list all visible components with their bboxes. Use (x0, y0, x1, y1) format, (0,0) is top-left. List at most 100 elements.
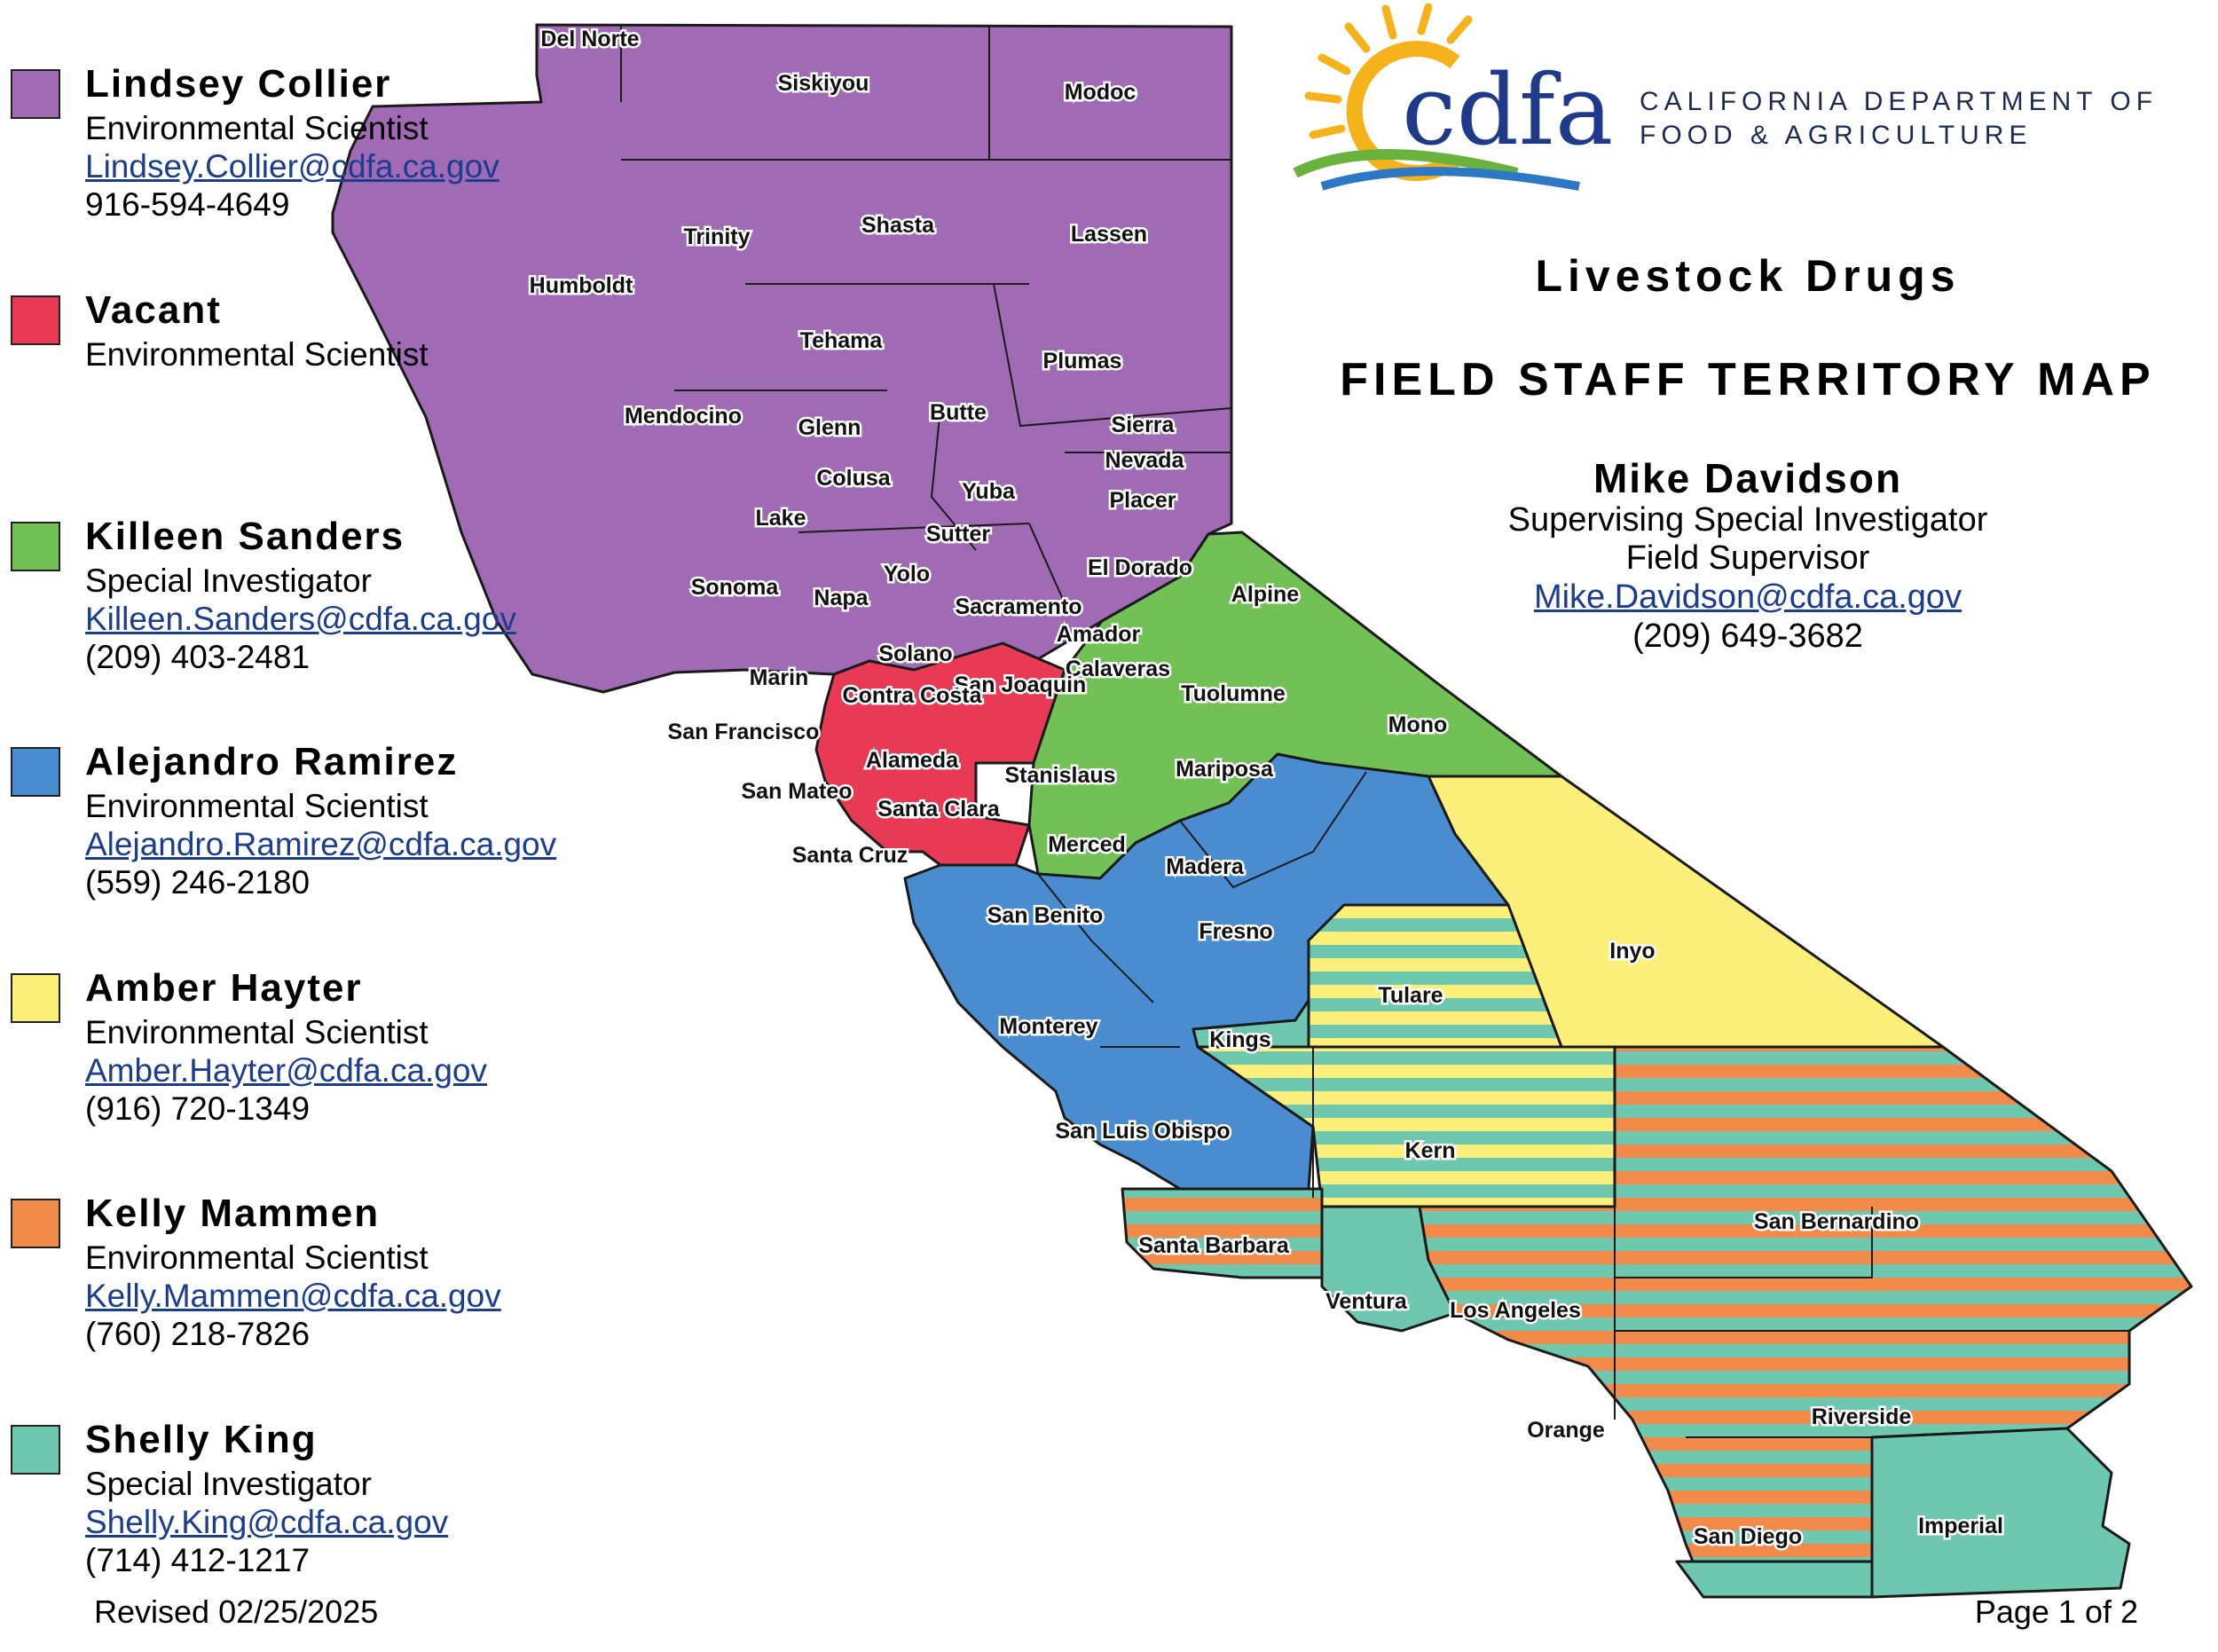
county-shasta: Shasta (861, 213, 935, 238)
county-humboldt: Humboldt (530, 273, 633, 298)
supervisor-email-wrapper: Mike.Davidson@cdfa.ca.gov (1278, 578, 2218, 617)
county-el-dorado: El Dorado (1088, 555, 1192, 580)
county-plumas: Plumas (1043, 349, 1122, 374)
staff-name: Kelly Mammen (85, 1192, 381, 1235)
county-imperial: Imperial (1918, 1514, 2003, 1538)
county-orange: Orange (1527, 1418, 1605, 1443)
county-alpine: Alpine (1231, 582, 1299, 607)
county-alameda: Alameda (866, 748, 959, 773)
county-colusa: Colusa (816, 466, 891, 491)
county-marin: Marin (750, 665, 809, 690)
county-tulare: Tulare (1378, 983, 1443, 1008)
supervisor-name: Mike Davidson (1593, 455, 1903, 501)
staff-email-link[interactable]: Amber.Hayter@cdfa.ca.gov (85, 1052, 487, 1089)
staff-phone: (760) 218-7826 (85, 1316, 311, 1352)
staff-name: Alejandro Ramirez (85, 740, 459, 783)
county-ventura: Ventura (1325, 1289, 1408, 1314)
staff-role: Environmental Scientist (85, 788, 429, 824)
region-san-diego-coast (1675, 1560, 1874, 1599)
county-yuba: Yuba (962, 479, 1016, 504)
staff-email-link[interactable]: Killeen.Sanders@cdfa.ca.gov (85, 601, 516, 637)
county-san-bernardino: San Bernardino (1754, 1209, 1919, 1234)
staff-phone: 916-594-4649 (85, 186, 290, 223)
county-monterey: Monterey (999, 1014, 1097, 1039)
county-san-luis-obispo: San Luis Obispo (1055, 1119, 1230, 1144)
county-riverside: Riverside (1812, 1404, 1912, 1429)
staff-name: Killeen Sanders (85, 515, 405, 558)
county-mendocino: Mendocino (625, 404, 742, 429)
map-title: FIELD STAFF TERRITORY MAP (1340, 354, 2156, 405)
supervisor-phone: (209) 649-3682 (1632, 618, 1863, 655)
staff-email-link[interactable]: Lindsey.Collier@cdfa.ca.gov (85, 148, 499, 185)
revised-date: Revised 02/25/2025 (94, 1593, 379, 1630)
staff-name: Shelly King (85, 1418, 318, 1461)
county-tehama: Tehama (800, 328, 884, 353)
cdfa-sun-logo-icon (1293, 3, 1580, 191)
county-kern: Kern (1405, 1138, 1456, 1163)
staff-role: Environmental Scientist (85, 336, 429, 373)
county-santa-clara: Santa Clara (877, 797, 1001, 822)
staff-email-link[interactable]: Alejandro.Ramirez@cdfa.ca.gov (85, 826, 557, 862)
county-fresno: Fresno (1199, 919, 1272, 944)
color-swatch (11, 1199, 60, 1248)
agency-name-line2: FOOD & AGRICULTURE (1640, 121, 2033, 150)
color-swatch (11, 747, 60, 797)
staff-phone: (209) 403-2481 (85, 639, 311, 675)
staff-name: Vacant (85, 288, 222, 332)
county-del-norte: Del Norte (540, 27, 639, 51)
county-san-mateo: San Mateo (741, 779, 852, 804)
staff-name: Amber Hayter (85, 966, 363, 1010)
supervisor-email-link[interactable]: Mike.Davidson@cdfa.ca.gov (1533, 578, 1962, 616)
color-swatch (11, 973, 60, 1023)
county-san-francisco: San Francisco (668, 720, 820, 744)
staff-role: Environmental Scientist (85, 110, 429, 146)
county-kings: Kings (1209, 1027, 1270, 1052)
county-napa: Napa (814, 586, 869, 610)
county-yolo: Yolo (884, 562, 930, 586)
staff-email-link[interactable]: Shelly.King@cdfa.ca.gov (85, 1504, 449, 1540)
county-sacramento: Sacramento (955, 594, 1081, 619)
staff-role: Special Investigator (85, 1466, 372, 1502)
county-san-diego: San Diego (1694, 1524, 1802, 1549)
county-stanislaus: Stanislaus (1004, 763, 1115, 788)
staff-legend: Lindsey Collier Environmental Scientist … (0, 0, 621, 1652)
county-siskiyou: Siskiyou (778, 71, 869, 96)
program-title: Livestock Drugs (1535, 251, 1961, 301)
county-los-angeles: Los Angeles (1450, 1298, 1581, 1323)
county-sonoma: Sonoma (691, 575, 780, 600)
county-madera: Madera (1166, 854, 1245, 879)
region-imperial (1870, 1427, 2131, 1599)
staff-role: Environmental Scientist (85, 1239, 429, 1276)
county-amador: Amador (1057, 622, 1141, 647)
county-santa-cruz: Santa Cruz (792, 843, 908, 868)
county-sierra: Sierra (1112, 413, 1176, 437)
agency-name: CALIFORNIA DEPARTMENT OF FOOD & AGRICULT… (1640, 85, 2158, 153)
color-swatch (11, 522, 60, 571)
county-sutter: Sutter (926, 522, 991, 547)
page-number: Page 1 of 2 (1974, 1593, 2138, 1630)
county-modoc: Modoc (1065, 80, 1137, 105)
county-lassen: Lassen (1071, 222, 1147, 247)
staff-role: Environmental Scientist (85, 1014, 429, 1050)
county-glenn: Glenn (798, 415, 861, 440)
county-contra-costa: Contra Costa (843, 683, 983, 708)
county-trinity: Trinity (683, 224, 750, 249)
color-swatch (11, 69, 60, 119)
logo-wordmark: cdfa (1402, 53, 1614, 167)
county-santa-barbara: Santa Barbara (1138, 1233, 1290, 1258)
county-san-benito: San Benito (987, 903, 1104, 928)
county-placer: Placer (1109, 488, 1176, 513)
color-swatch (11, 295, 60, 345)
county-san-joaquin-line1: San Joaquin (955, 673, 1087, 697)
county-inyo: Inyo (1609, 939, 1655, 964)
county-tuolumne: Tuolumne (1181, 681, 1286, 706)
staff-phone: (714) 412-1217 (85, 1542, 311, 1578)
supervisor-title: Supervising Special Investigator (1507, 501, 1988, 539)
county-merced: Merced (1048, 832, 1126, 857)
staff-role: Special Investigator (85, 562, 372, 599)
county-calaveras: Calaveras (1066, 657, 1170, 681)
county-nevada: Nevada (1105, 448, 1185, 473)
county-mariposa: Mariposa (1176, 757, 1274, 782)
staff-email-link[interactable]: Kelly.Mammen@cdfa.ca.gov (85, 1278, 501, 1314)
county-solano: Solano (878, 641, 952, 666)
